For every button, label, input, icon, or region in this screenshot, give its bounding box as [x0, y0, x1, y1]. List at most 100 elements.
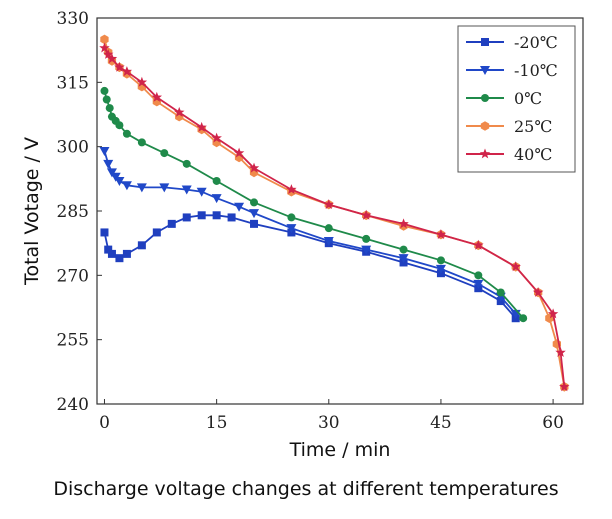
data-point	[361, 245, 372, 255]
data-point	[104, 245, 113, 254]
series-star	[99, 42, 570, 392]
data-point	[211, 194, 222, 204]
data-point	[106, 53, 118, 64]
data-point	[473, 279, 484, 289]
data-point	[360, 209, 372, 220]
data-point	[167, 219, 176, 228]
data-point	[99, 146, 110, 156]
series-triangle-down	[99, 146, 521, 319]
data-point	[547, 308, 559, 319]
data-point	[197, 211, 206, 220]
data-point	[152, 228, 161, 237]
y-tick-label: 270	[57, 266, 89, 286]
data-point	[114, 61, 125, 72]
legend-swatch-marker	[480, 121, 490, 131]
legend-label: -10℃	[514, 61, 558, 80]
data-point	[121, 66, 133, 77]
legend-swatch-marker	[481, 94, 489, 102]
data-point	[122, 249, 131, 258]
data-point	[100, 34, 109, 45]
data-point	[324, 224, 333, 233]
data-point	[212, 211, 221, 220]
data-point	[160, 149, 169, 158]
series-line	[103, 214, 517, 319]
data-point	[532, 287, 544, 297]
y-tick-label: 330	[57, 9, 89, 29]
y-tick-label: 285	[57, 202, 89, 222]
data-point	[559, 381, 570, 392]
series-layer	[99, 34, 570, 392]
data-point	[151, 91, 162, 102]
data-point	[398, 218, 409, 229]
data-point	[121, 181, 132, 191]
data-point	[250, 198, 259, 207]
data-point	[362, 234, 371, 243]
legend-label: 25℃	[514, 117, 552, 136]
data-point	[473, 239, 484, 250]
data-point	[122, 129, 131, 138]
data-point	[323, 237, 334, 247]
data-point	[102, 95, 111, 104]
data-point	[107, 249, 116, 258]
data-point	[234, 202, 245, 212]
legend: -20℃ -10℃ 0℃ 25℃ 40℃	[457, 25, 576, 173]
legend-label: 40℃	[514, 145, 552, 164]
data-point	[519, 314, 528, 323]
series-line	[103, 150, 517, 315]
data-point	[496, 288, 505, 297]
data-point	[248, 162, 260, 173]
data-point	[510, 261, 521, 272]
data-point	[196, 187, 207, 197]
data-point	[137, 241, 146, 250]
legend-label: -20℃	[514, 33, 558, 52]
data-point	[286, 224, 297, 234]
data-point	[115, 254, 124, 263]
data-point	[399, 245, 408, 254]
data-point	[436, 256, 445, 265]
data-point	[182, 213, 191, 222]
data-point	[136, 76, 148, 87]
data-point	[103, 49, 114, 59]
data-point	[103, 159, 114, 169]
figure-caption: Discharge voltage changes at different t…	[53, 478, 559, 500]
data-point	[398, 254, 409, 264]
data-point	[287, 213, 296, 222]
y-tick-label: 240	[57, 395, 89, 415]
data-point	[100, 86, 109, 95]
data-point	[286, 184, 297, 194]
data-point	[474, 271, 483, 280]
data-point	[115, 121, 124, 130]
data-point	[196, 121, 207, 132]
x-tick-label: 15	[206, 413, 228, 433]
data-point	[100, 228, 109, 237]
x-tick-label: 60	[542, 413, 564, 433]
data-point	[323, 199, 334, 209]
data-point	[182, 159, 191, 168]
data-point	[136, 183, 147, 193]
data-point	[174, 106, 185, 117]
data-point	[105, 104, 114, 113]
legend-swatch-marker	[479, 148, 491, 159]
data-point	[227, 213, 236, 222]
x-tick-label: 30	[318, 413, 340, 433]
data-point	[137, 138, 146, 147]
axes-layer: 0 15 30 45 60 240 255 270 285 300 315 330	[57, 9, 584, 433]
data-point	[211, 132, 222, 143]
series-circle	[100, 86, 528, 323]
y-axis-label: Total Votage / V	[21, 137, 43, 286]
legend-swatch-marker	[480, 66, 490, 75]
data-point	[435, 229, 447, 239]
data-point	[555, 347, 566, 357]
y-tick-label: 315	[57, 73, 89, 93]
data-point	[114, 176, 125, 186]
data-point	[159, 183, 170, 193]
x-axis-label: Time / min	[289, 439, 391, 461]
data-point	[181, 185, 192, 195]
legend-label: 0℃	[514, 89, 542, 108]
data-point	[250, 219, 259, 228]
data-point	[233, 147, 245, 158]
y-tick-label: 300	[57, 138, 89, 158]
data-point	[212, 176, 221, 185]
data-point	[249, 209, 260, 219]
